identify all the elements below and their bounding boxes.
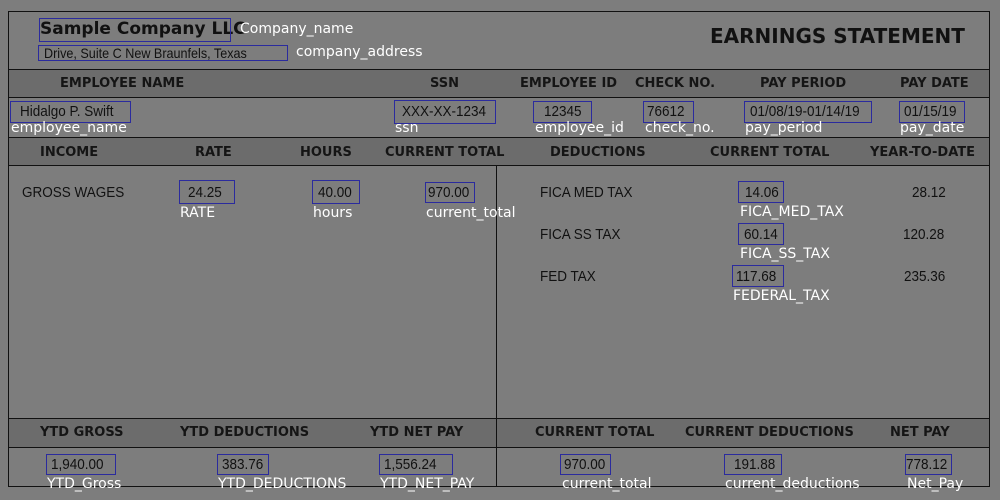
deduction-label: FED TAX xyxy=(540,268,596,285)
ssn-label: ssn xyxy=(395,120,419,136)
header-hours: HOURS xyxy=(300,145,352,160)
fica-med-box xyxy=(738,181,784,203)
pay-period-box xyxy=(744,101,872,123)
header-ytd-gross: YTD GROSS xyxy=(40,425,124,440)
deduction-ytd: 120.28 xyxy=(903,226,945,243)
deduction-label: FICA MED TAX xyxy=(540,184,633,201)
column-divider xyxy=(496,166,497,487)
current-total-box xyxy=(560,454,611,475)
header-check-no: CHECK NO. xyxy=(635,76,716,91)
company-address-box xyxy=(38,45,288,61)
employee-name-box xyxy=(10,101,131,123)
current-total-value: 970.00 xyxy=(428,184,470,201)
header-pay-date: PAY DATE xyxy=(900,76,969,91)
check-no-box xyxy=(643,101,694,123)
hours-box xyxy=(312,180,360,204)
header-rate: RATE xyxy=(195,145,232,160)
current-total-box xyxy=(425,182,475,203)
net-pay-value: 778.12 xyxy=(906,456,948,473)
deduction-ytd: 235.36 xyxy=(904,268,946,285)
federal-tax-label: FEDERAL_TAX xyxy=(733,288,830,304)
fica-ss-box xyxy=(738,223,784,245)
employee-id-box xyxy=(533,101,592,123)
deduction-label: FICA SS TAX xyxy=(540,226,621,243)
income-label: GROSS WAGES xyxy=(22,184,125,201)
company-name-label: Company_name xyxy=(240,21,354,37)
pay-date-value: 01/15/19 xyxy=(904,103,957,120)
statement-title: EARNINGS STATEMENT xyxy=(710,24,965,48)
fica-ss-label: FICA_SS_TAX xyxy=(740,246,830,262)
ytd-net-pay-value: 1,556.24 xyxy=(384,456,437,473)
totals-divider xyxy=(496,418,497,487)
ytd-net-pay-box xyxy=(379,454,453,475)
deduction-current: 60.14 xyxy=(744,226,778,243)
ytd-deductions-value: 383.76 xyxy=(222,456,264,473)
statement-frame xyxy=(8,11,990,487)
pay-period-value: 01/08/19-01/14/19 xyxy=(750,103,860,120)
rate-value: 24.25 xyxy=(188,184,222,201)
employee-id-label: employee_id xyxy=(535,120,624,136)
current-deductions-box xyxy=(724,454,782,475)
hours-label: hours xyxy=(313,205,353,221)
ytd-deductions-box xyxy=(217,454,269,475)
employee-id-value: 12345 xyxy=(544,103,582,120)
net-pay-label: Net_Pay xyxy=(907,476,964,492)
pay-date-box xyxy=(899,101,965,123)
pay-period-label: pay_period xyxy=(745,120,823,136)
header-ytd-net-pay: YTD NET PAY xyxy=(370,425,464,440)
rate-box xyxy=(179,180,235,204)
ssn-value: XXX-XX-1234 xyxy=(402,103,487,120)
header-ytd-deductions: YTD DEDUCTIONS xyxy=(180,425,310,440)
employee-name: Hidalgo P. Swift xyxy=(20,103,114,120)
company-name: Sample Company LLC xyxy=(40,19,246,39)
header-deductions: DEDUCTIONS xyxy=(550,145,646,160)
fica-med-label: FICA_MED_TAX xyxy=(740,204,844,220)
header-deductions-current-total: CURRENT TOTAL xyxy=(710,145,830,160)
header-band-income xyxy=(9,137,989,166)
company-address-label: company_address xyxy=(296,44,423,60)
deduction-ytd: 28.12 xyxy=(912,184,946,201)
ytd-gross-box xyxy=(46,454,116,475)
header-band-totals xyxy=(9,418,989,448)
company-name-box xyxy=(39,18,231,42)
header-current-total: CURRENT TOTAL xyxy=(535,425,655,440)
rate-label: RATE xyxy=(180,205,216,221)
hours-value: 40.00 xyxy=(318,184,352,201)
check-no-label: check_no. xyxy=(645,120,715,136)
ytd-net-pay-label: YTD_NET_PAY xyxy=(380,476,475,492)
header-pay-period: PAY PERIOD xyxy=(760,76,847,91)
current-total-label: current_total xyxy=(426,205,516,221)
deduction-current: 14.06 xyxy=(745,184,779,201)
bottom-current-total-label: current_total xyxy=(562,476,652,492)
ytd-deductions-label: YTD_DEDUCTIONS xyxy=(218,476,347,492)
header-band-employee xyxy=(9,69,989,98)
ytd-gross-value: 1,940.00 xyxy=(51,456,104,473)
current-deductions-label: current_deductions xyxy=(725,476,860,492)
header-income: INCOME xyxy=(40,145,99,160)
header-year-to-date: YEAR-TO-DATE xyxy=(870,145,975,160)
header-ssn: SSN xyxy=(430,76,460,91)
deduction-current: 117.68 xyxy=(736,268,777,285)
federal-tax-box xyxy=(732,265,784,287)
header-current-total: CURRENT TOTAL xyxy=(385,145,505,160)
company-address: Drive, Suite C New Braunfels, Texas xyxy=(44,45,247,61)
ssn-box xyxy=(394,100,496,124)
current-total-value: 970.00 xyxy=(564,456,606,473)
header-employee-id: EMPLOYEE ID xyxy=(520,76,618,91)
header-employee-name: EMPLOYEE NAME xyxy=(60,76,185,91)
net-pay-box xyxy=(905,454,952,475)
header-net-pay: NET PAY xyxy=(890,425,950,440)
header-current-deductions: CURRENT DEDUCTIONS xyxy=(685,425,854,440)
check-no-value: 76612 xyxy=(647,103,685,120)
current-deductions-value: 191.88 xyxy=(734,456,776,473)
pay-date-label: pay_date xyxy=(900,120,965,136)
employee-name-label: employee_name xyxy=(11,120,127,136)
ytd-gross-label: YTD_Gross xyxy=(47,476,122,492)
